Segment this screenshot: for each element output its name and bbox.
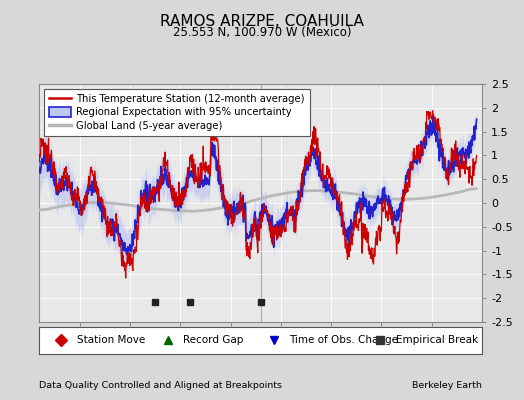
Text: RAMOS ARIZPE, COAHUILA: RAMOS ARIZPE, COAHUILA	[160, 14, 364, 29]
Text: Station Move: Station Move	[77, 335, 145, 345]
Text: Berkeley Earth: Berkeley Earth	[412, 381, 482, 390]
Legend: This Temperature Station (12-month average), Regional Expectation with 95% uncer: This Temperature Station (12-month avera…	[45, 89, 310, 136]
Text: Empirical Break: Empirical Break	[396, 335, 478, 345]
Text: Data Quality Controlled and Aligned at Breakpoints: Data Quality Controlled and Aligned at B…	[39, 381, 282, 390]
Text: Time of Obs. Change: Time of Obs. Change	[289, 335, 398, 345]
Text: Record Gap: Record Gap	[183, 335, 244, 345]
Text: 25.553 N, 100.970 W (Mexico): 25.553 N, 100.970 W (Mexico)	[173, 26, 351, 39]
